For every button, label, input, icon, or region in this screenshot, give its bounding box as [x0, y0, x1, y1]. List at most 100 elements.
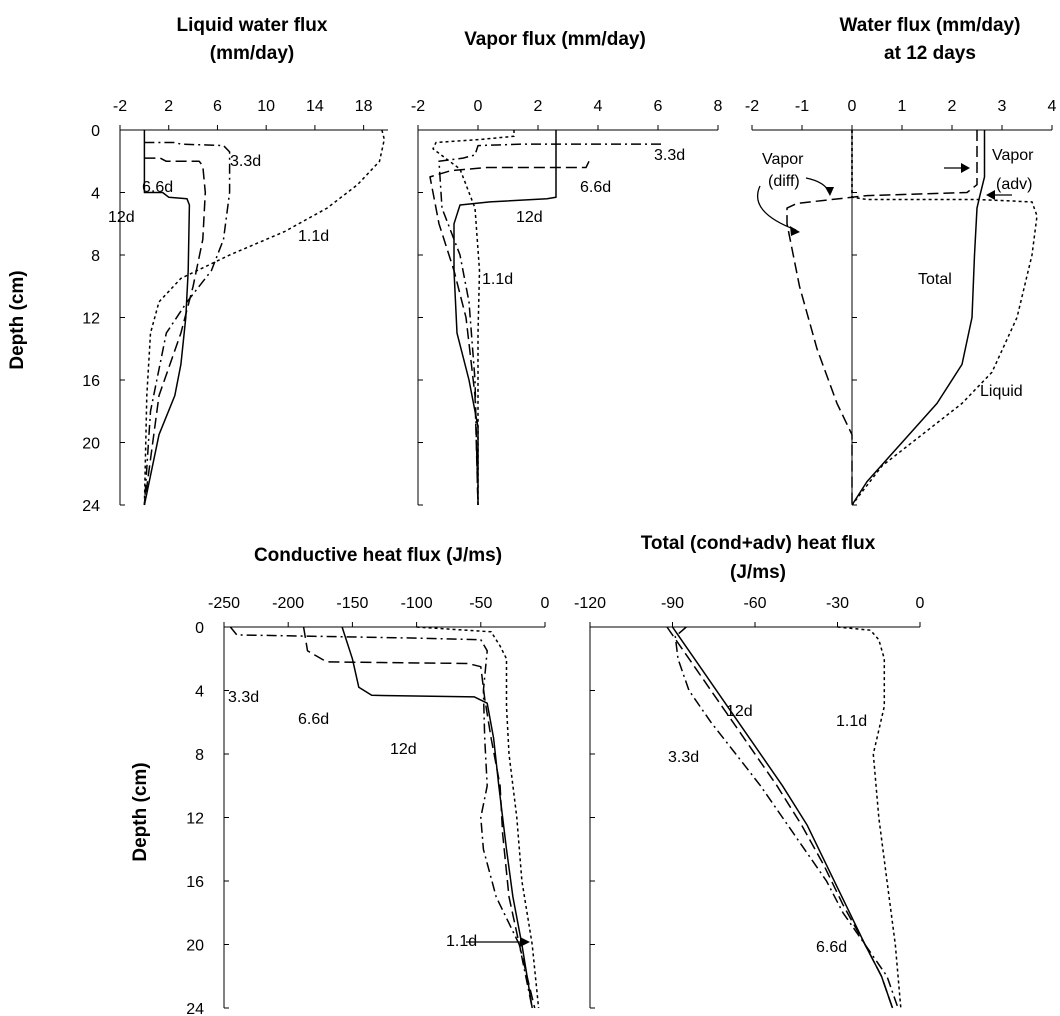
- p3-arrow-vapor-diff-2: [756, 185, 797, 231]
- p2-label-12d: 12d: [516, 209, 543, 226]
- p4-y-tick-label: 24: [186, 1001, 204, 1016]
- p1-label-12d: 12d: [108, 209, 135, 226]
- p2-series-0: [438, 143, 661, 506]
- p4-y-tick-label: 16: [186, 874, 204, 891]
- p3-x-tick-label: 1: [898, 98, 907, 115]
- p4-series-3: [416, 626, 540, 1009]
- p3-arrow-vapor-adv-left-head: [961, 163, 970, 173]
- p1-title-line1: Liquid water flux: [177, 15, 328, 36]
- p3-x-tick-label: 0: [848, 98, 857, 115]
- p1-x-tick-label: 14: [306, 98, 324, 115]
- p3-series-liquid: [851, 130, 1038, 506]
- p3-label-total: Total: [918, 271, 952, 288]
- p1-y-tick-label: 12: [82, 311, 100, 328]
- p3-label-liquid: Liquid: [980, 383, 1023, 400]
- p2-label-3.3d: 3.3d: [654, 147, 685, 164]
- p3-series-total: [851, 130, 986, 506]
- p2-series-2: [453, 130, 557, 505]
- p1-y-tick-label: 4: [91, 186, 100, 203]
- p3-label-vapor-diff-2: (diff): [768, 173, 800, 190]
- p4-y-tick-label: 12: [186, 811, 204, 828]
- p3-x-tick-label: -1: [795, 98, 809, 115]
- p1-x-tick-label: 6: [213, 98, 222, 115]
- p3-title-line1: Water flux (mm/day): [840, 15, 1021, 36]
- p5-label-6.6d: 6.6d: [816, 939, 847, 956]
- p5-series-1: [674, 626, 899, 1009]
- p5-plot: -120 -90 -60 -30 0: [574, 595, 925, 1009]
- p2-series-1: [429, 160, 590, 506]
- p5-x-tick-label: -90: [661, 595, 684, 612]
- p3-plot: -2 -1 0 1 2 3 4: [745, 98, 1057, 506]
- p1-series-2: [143, 157, 207, 506]
- p3-label-vapor-adv-1: Vapor: [992, 147, 1034, 164]
- p4-label-3.3d: 3.3d: [228, 689, 259, 706]
- p1-label-3.3d: 3.3d: [230, 153, 261, 170]
- p1-label-6.6d: 6.6d: [142, 179, 173, 196]
- p1-x-tick-label: 2: [164, 98, 173, 115]
- annotation-arrows: [466, 163, 1012, 947]
- p2-label-1.1d: 1.1d: [482, 271, 513, 288]
- p4-label-6.6d: 6.6d: [298, 711, 329, 728]
- p2-x-tick-label: 8: [714, 98, 723, 115]
- p3-title-line2: at 12 days: [884, 43, 976, 64]
- p5-label-12d: 12d: [726, 703, 753, 720]
- p4-x-tick-label: -200: [272, 595, 304, 612]
- p5-x-tick-label: -120: [574, 595, 606, 612]
- p1-series-3: [143, 130, 191, 506]
- p1-y-tick-label: 20: [82, 436, 100, 453]
- p2-label-6.6d: 6.6d: [580, 179, 611, 196]
- p4-x-tick-label: 0: [541, 595, 550, 612]
- p1-y-tick-label: 24: [82, 498, 100, 515]
- p4-y-tick-label: 4: [195, 684, 204, 701]
- p4-y-tick-label: 8: [195, 747, 204, 764]
- p3-arrow-vapor-diff-1-head: [825, 187, 834, 196]
- p4-x-tick-label: -100: [401, 595, 433, 612]
- p5-label-1.1d: 1.1d: [836, 713, 867, 730]
- p1-ylabel: Depth (cm): [7, 270, 28, 369]
- p4-y-tick-label: 0: [195, 620, 204, 637]
- p4-x-tick-label: -150: [336, 595, 368, 612]
- p4-plot: -250 -200 -150 -100 -50 0 0 4 8 12 16 20 24: [186, 595, 549, 1016]
- p3-arrow-vapor-adv-right-head: [986, 190, 995, 200]
- p1-series-0: [143, 129, 386, 506]
- p4-series-1: [302, 626, 536, 1009]
- p1-series-1: [143, 141, 231, 506]
- p3-label-vapor-diff-1: Vapor: [762, 151, 804, 168]
- p1-title-line2: (mm/day): [210, 43, 294, 64]
- p5-title-line2: (J/ms): [730, 562, 786, 583]
- p5-label-3.3d: 3.3d: [668, 749, 699, 766]
- p4-title: Conductive heat flux (J/ms): [254, 545, 502, 566]
- p3-label-vapor-adv-2: (adv): [996, 176, 1032, 193]
- p1-x-tick-label: -2: [113, 98, 127, 115]
- p3-x-tick-label: 4: [1048, 98, 1057, 115]
- p5-x-tick-label: 0: [916, 595, 925, 612]
- p4-y-tick-label: 20: [186, 938, 204, 955]
- p3-arrow-vapor-diff-2-head: [790, 226, 800, 236]
- p5-series-2: [666, 626, 894, 1009]
- p5-x-tick-label: -60: [743, 595, 766, 612]
- p3-series-vapor-diff-: [786, 130, 978, 505]
- p4-label-1.1d: 1.1d: [446, 933, 477, 950]
- p2-title: Vapor flux (mm/day): [464, 29, 646, 50]
- p1-x-tick-label: 10: [257, 98, 275, 115]
- p2-series-3: [432, 130, 515, 505]
- p3-x-tick-label: -2: [745, 98, 759, 115]
- p5-x-tick-label: -30: [826, 595, 849, 612]
- p1-y-tick-label: 16: [82, 373, 100, 390]
- p4-ylabel: Depth (cm): [130, 762, 151, 861]
- p5-title-line1: Total (cond+adv) heat flux: [641, 533, 876, 554]
- p2-x-tick-label: 2: [534, 98, 543, 115]
- p1-label-1.1d: 1.1d: [298, 228, 329, 245]
- p2-x-tick-label: -2: [411, 98, 425, 115]
- p1-x-tick-label: 18: [355, 98, 373, 115]
- p2-plot: -2 0 2 4 6 8: [411, 98, 723, 506]
- p4-series-0: [229, 626, 533, 1009]
- p3-arrow-vapor-diff-1: [805, 177, 831, 195]
- p2-x-tick-label: 4: [594, 98, 603, 115]
- p2-x-tick-label: 6: [654, 98, 663, 115]
- p4-x-tick-label: -250: [208, 595, 240, 612]
- p4-series-2: [341, 626, 533, 1009]
- p3-x-tick-label: 2: [948, 98, 957, 115]
